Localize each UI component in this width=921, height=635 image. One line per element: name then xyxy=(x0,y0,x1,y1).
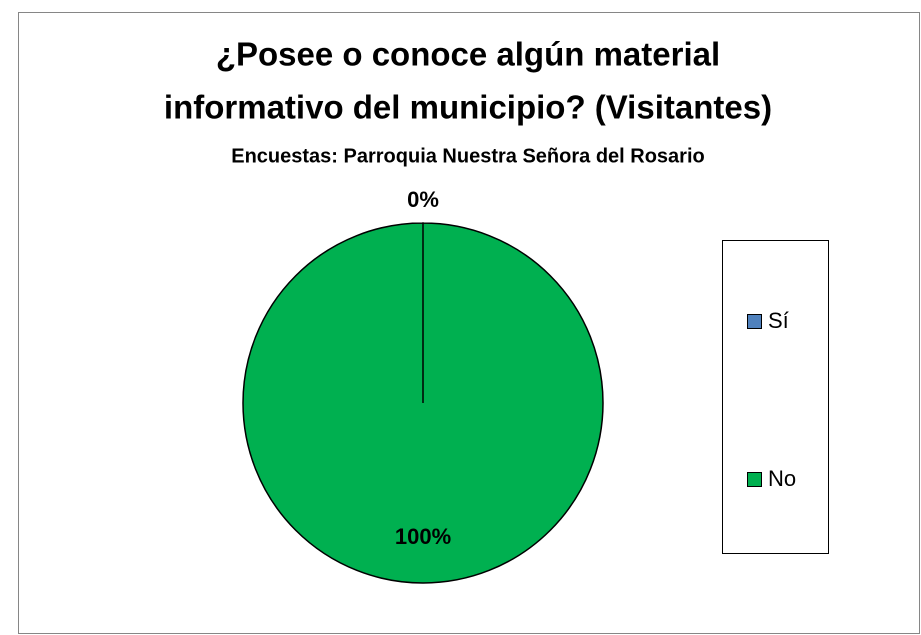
pie-slice xyxy=(242,222,604,584)
legend-swatch xyxy=(747,314,762,329)
chart-subtitle: Encuestas: Parroquia Nuestra Señora del … xyxy=(231,145,705,167)
chart-title: informativo del municipio? (Visitantes) xyxy=(164,89,772,126)
data-label: 0% xyxy=(407,187,439,212)
legend-box xyxy=(722,240,829,554)
chart-title: ¿Posee o conoce algún material xyxy=(216,36,720,73)
legend-label: Sí xyxy=(768,308,789,333)
data-label: 100% xyxy=(395,524,451,549)
legend-label: No xyxy=(768,466,796,491)
legend-swatch xyxy=(747,472,762,487)
